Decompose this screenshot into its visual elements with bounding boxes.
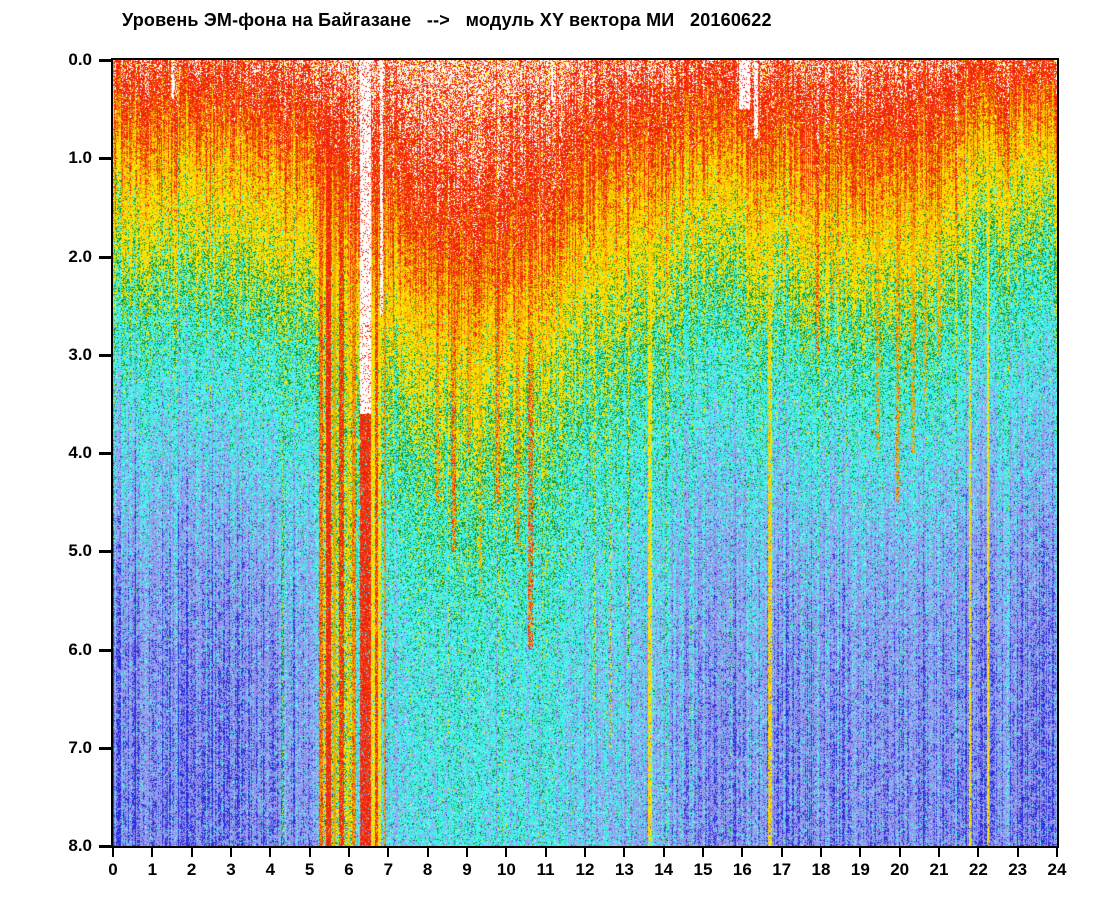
x-axis-tick-label: 5 [304, 860, 315, 879]
x-axis-tick-label: 3 [226, 860, 236, 879]
x-axis-tick [938, 848, 940, 857]
x-axis-tick [505, 848, 508, 857]
x-axis-tick [426, 848, 429, 857]
x-axis-tick-label: 21 [929, 860, 949, 879]
x-axis-tick-label: 11 [536, 860, 555, 879]
y-axis-tick-label: 3.0 [68, 344, 92, 364]
y-axis-tick [99, 255, 113, 259]
x-axis-tick-label: 20 [890, 860, 910, 879]
x-axis-tick-label: 4 [265, 860, 276, 879]
y-axis-tick [99, 648, 113, 652]
x-axis-tick [623, 848, 626, 857]
y-axis-tick [99, 452, 113, 455]
x-axis-tick [977, 848, 980, 857]
x-axis-tick [780, 848, 783, 857]
x-axis-tick [1016, 848, 1019, 857]
y-axis-tick-label: 8.0 [68, 836, 92, 855]
x-axis-tick-label: 10 [496, 860, 516, 879]
x-axis-tick-label: 1 [147, 860, 158, 879]
x-axis-tick-label: 18 [811, 860, 831, 879]
x-axis-tick [387, 848, 390, 857]
x-axis-tick [702, 848, 704, 857]
x-axis-tick-label: 19 [850, 860, 870, 879]
x-axis-tick [1056, 848, 1058, 857]
x-axis-tick [584, 848, 586, 857]
x-axis-tick-label: 13 [614, 860, 634, 879]
x-axis-tick-label: 22 [968, 860, 988, 879]
y-axis-tick [99, 157, 113, 161]
x-axis-tick-label: 8 [422, 860, 433, 879]
x-axis-tick-label: 7 [383, 860, 394, 879]
x-axis-tick-label: 12 [575, 860, 595, 879]
x-axis-tick [190, 848, 193, 857]
chart-title: Уровень ЭМ-фона на Байгазане --> модуль … [122, 10, 772, 30]
x-axis-tick [308, 848, 311, 857]
x-axis-tick-label: 17 [772, 860, 792, 879]
x-axis-tick [741, 848, 744, 857]
x-axis-tick [859, 848, 862, 857]
y-axis-tick [99, 550, 113, 554]
y-axis-tick-label: 1.0 [68, 148, 92, 168]
y-axis-tick [99, 845, 113, 848]
x-axis-tick [348, 848, 350, 857]
x-axis-tick [544, 848, 547, 857]
x-axis-tick [820, 848, 822, 857]
y-axis-tick-label: 2.0 [68, 246, 92, 266]
y-axis-tick-label: 0.0 [68, 50, 92, 69]
x-axis-tick [662, 848, 665, 857]
y-axis-tick [99, 353, 113, 357]
x-axis-tick-label: 14 [654, 860, 674, 879]
x-axis-tick-label: 15 [693, 860, 713, 879]
y-axis-tick-label: 4.0 [68, 443, 92, 462]
x-axis-tick [151, 848, 154, 857]
x-axis-tick-label: 23 [1008, 860, 1028, 879]
y-axis-tick-label: 7.0 [68, 737, 92, 757]
x-axis-tick-label: 0 [108, 860, 118, 879]
x-axis-tick-label: 2 [186, 860, 197, 879]
x-axis-tick [269, 848, 272, 857]
x-axis-tick [466, 848, 468, 857]
y-axis-tick-label: 5.0 [68, 541, 92, 561]
x-axis-tick [230, 848, 232, 857]
x-axis-tick-label: 24 [1047, 860, 1067, 879]
x-axis-tick [898, 848, 901, 857]
x-axis-tick-label: 6 [344, 860, 354, 879]
spectrogram-canvas [113, 60, 1057, 846]
y-axis-tick [99, 746, 113, 750]
y-axis-tick [99, 59, 113, 62]
y-axis-tick-label: 6.0 [68, 639, 92, 659]
x-axis-tick-label: 16 [732, 860, 752, 879]
x-axis-tick-label: 9 [462, 860, 472, 879]
x-axis-tick [112, 848, 114, 857]
